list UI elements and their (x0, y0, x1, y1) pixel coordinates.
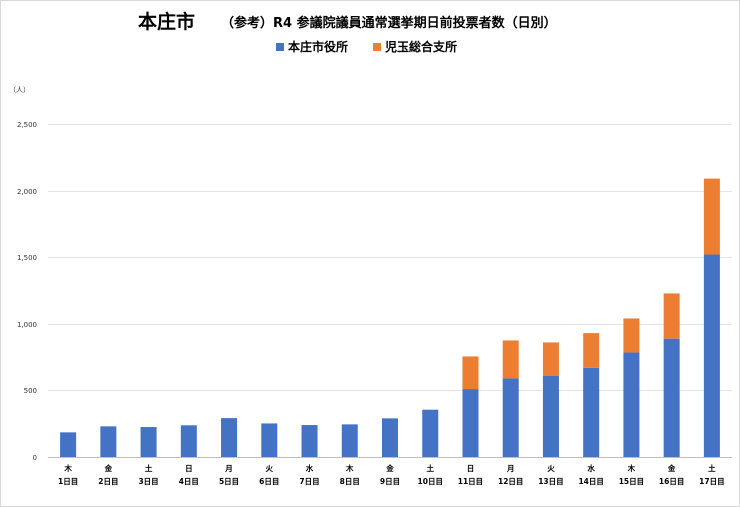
bars (60, 178, 720, 457)
bar-honjo-city-hall (60, 432, 77, 457)
x-tick-day: 3日目 (138, 477, 158, 486)
bar-kodama-branch (462, 356, 479, 390)
bar-honjo-city-hall (180, 425, 197, 457)
x-tick-weekday: 金 (667, 463, 676, 473)
x-tick-day: 9日目 (380, 477, 400, 486)
x-tick-weekday: 木 (345, 463, 354, 473)
x-tick-weekday: 日 (185, 464, 193, 473)
x-tick-day: 13日目 (538, 477, 563, 486)
x-tick-weekday: 火 (547, 464, 555, 473)
bar-honjo-city-hall (583, 367, 600, 457)
y-tick-label: 2,500 (17, 121, 37, 129)
y-tick-label: 1,500 (17, 254, 37, 262)
bar-honjo-city-hall (703, 254, 720, 457)
x-tick-weekday: 月 (224, 464, 233, 473)
x-tick-weekday: 月 (506, 464, 515, 473)
x-tick-weekday: 土 (426, 463, 434, 473)
x-tick-weekday: 火 (266, 464, 274, 473)
x-tick-weekday: 金 (104, 463, 113, 473)
x-tick-day: 7日目 (299, 477, 319, 486)
x-tick-day: 12日目 (498, 477, 523, 486)
bar-honjo-city-hall (140, 427, 157, 457)
bar-honjo-city-hall (462, 389, 479, 457)
y-tick-label: 2,000 (17, 188, 37, 196)
bar-honjo-city-hall (663, 338, 680, 457)
bar-kodama-branch (583, 333, 600, 368)
bar-kodama-branch (703, 178, 720, 255)
x-tick-weekday: 木 (63, 463, 72, 473)
bar-kodama-branch (663, 293, 680, 339)
bar-honjo-city-hall (623, 352, 640, 457)
chart-title-main: 本庄市 (138, 10, 195, 33)
legend-label: 児玉総合支所 (384, 39, 457, 54)
y-axis-unit-label: （人） (9, 86, 30, 94)
x-tick-day: 8日目 (340, 477, 360, 486)
x-tick-weekday: 土 (708, 463, 716, 473)
bar-kodama-branch (542, 342, 559, 377)
legend: 本庄市役所 児玉総合支所 (276, 39, 457, 54)
x-tick-weekday: 土 (145, 463, 153, 473)
x-tick-weekday: 水 (306, 463, 314, 473)
x-tick-day: 10日目 (418, 477, 443, 486)
y-tick-label: 0 (33, 454, 37, 462)
bar-kodama-branch (623, 318, 640, 353)
bar-honjo-city-hall (502, 378, 519, 457)
bar-honjo-city-hall (382, 418, 398, 457)
y-axis-ticks: 0 500 1,000 1,500 2,000 2,500 (17, 121, 37, 462)
bar-honjo-city-hall (301, 425, 318, 457)
legend-swatch (276, 43, 284, 51)
bar-honjo-city-hall (542, 376, 559, 457)
x-tick-day: 2日目 (98, 477, 118, 486)
bar-honjo-city-hall (100, 426, 117, 457)
x-tick-day: 5日目 (219, 477, 239, 486)
x-tick-day: 11日目 (458, 477, 483, 486)
x-tick-day: 1日目 (58, 477, 78, 486)
bar-honjo-city-hall (221, 418, 238, 457)
chart-title: （参考）R4 参議院議員通常選挙期日前投票者数（日別） (221, 15, 557, 31)
x-tick-day: 15日目 (619, 477, 644, 486)
x-tick-day: 17日目 (699, 477, 724, 486)
bar-honjo-city-hall (261, 423, 278, 457)
bar-kodama-branch (502, 340, 519, 379)
legend-swatch (373, 43, 381, 51)
x-axis-ticks: 木 1日目 金 2日目 土 3日目 日 4日目 月 5日目 火 6日目 水 7日目 木 8日目 金 9日目 土 10日… (58, 463, 725, 486)
x-tick-day: 4日目 (179, 477, 199, 486)
x-tick-weekday: 水 (587, 463, 595, 473)
x-tick-weekday: 木 (627, 463, 636, 473)
x-tick-day: 16日目 (659, 477, 684, 486)
gridlines (48, 124, 732, 391)
x-tick-weekday: 金 (385, 463, 394, 473)
y-tick-label: 1,000 (17, 321, 37, 329)
x-tick-day: 6日目 (259, 477, 279, 486)
y-tick-label: 500 (24, 387, 37, 395)
x-tick-day: 14日目 (578, 477, 603, 486)
bar-honjo-city-hall (341, 424, 358, 457)
legend-label: 本庄市役所 (288, 39, 348, 54)
bar-honjo-city-hall (422, 409, 439, 457)
x-tick-weekday: 日 (467, 464, 475, 473)
